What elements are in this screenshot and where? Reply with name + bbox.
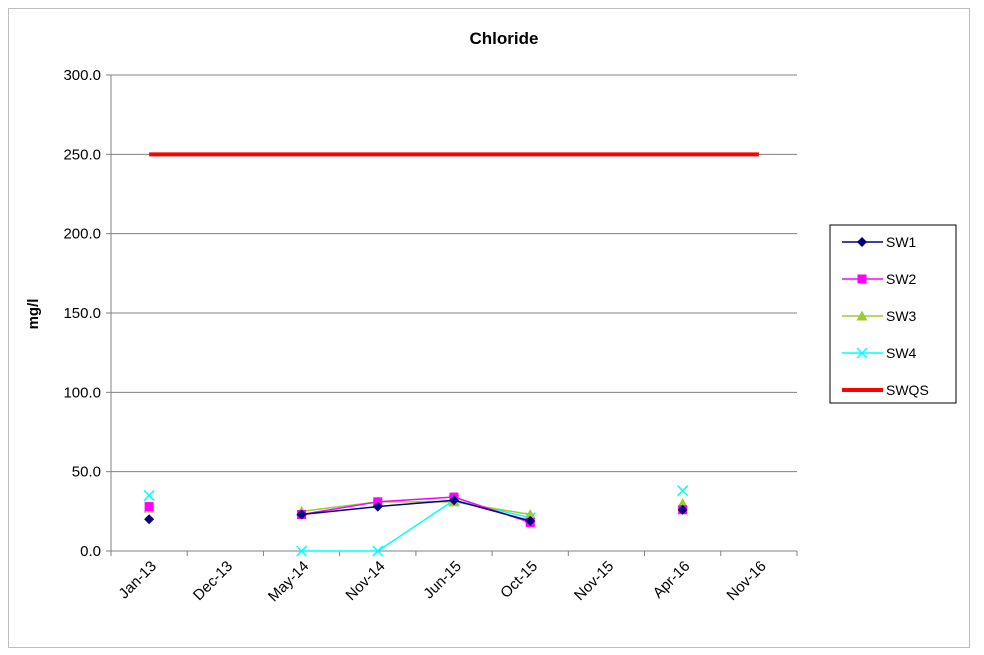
x-tick-label: Nov-14 (342, 558, 388, 604)
legend-label-sw4: SW4 (886, 345, 917, 361)
y-tick-label: 250.0 (63, 146, 101, 163)
y-tick-label: 300.0 (63, 67, 101, 84)
legend-item-swqs: SWQS (842, 382, 929, 398)
y-tick-label: 200.0 (63, 226, 101, 243)
y-tick-label: 50.0 (72, 464, 101, 481)
data-point-sw3 (524, 509, 536, 520)
data-point-sw1 (449, 495, 459, 506)
legend-marker-sw1 (857, 237, 867, 247)
legend-item-sw3: SW3 (842, 308, 917, 324)
data-point-sw4 (296, 545, 308, 557)
marker-stroke (856, 347, 868, 359)
data-point-sw4 (677, 485, 689, 497)
data-point-sw4 (143, 489, 155, 501)
series-line-sw2 (301, 496, 531, 524)
legend-marker-sw4 (856, 347, 868, 359)
series-line-sw3 (301, 501, 531, 516)
chart-title: Chloride (470, 29, 539, 48)
legend-item-sw1: SW1 (842, 234, 917, 250)
x-tick-label: Nov-15 (571, 558, 617, 604)
series-sw1 (144, 495, 688, 526)
legend-label-sw2: SW2 (886, 271, 917, 287)
series (143, 152, 759, 557)
x-tick-label: May-14 (265, 558, 312, 605)
legend: SW1 SW2 SW3 SW4 SWQS (829, 224, 957, 404)
y-tick-label: 0.0 (80, 543, 101, 560)
series-sw2 (144, 492, 688, 527)
marker-stroke (372, 545, 384, 557)
y-tick-label: 100.0 (63, 384, 101, 401)
series-line-sw4 (301, 499, 531, 552)
legend-item-sw2: SW2 (842, 271, 917, 287)
legend-box (829, 224, 957, 404)
series-line-sw1 (301, 499, 531, 522)
x-tick-label: Nov-16 (724, 558, 770, 604)
data-point-sw1 (296, 509, 307, 520)
y-tick-labels: 0.0 50.0 100.0 150.0 200.0 250.0 300.0 (63, 67, 101, 560)
x-tick-labels: Jan-13 Dec-13 May-14 Nov-14 Jun-15 Oct-15 Nov-… (115, 558, 769, 605)
data-point-sw1 (372, 501, 383, 512)
data-point-sw2 (144, 502, 154, 512)
data-point-sw1 (677, 504, 688, 515)
y-axis-title: mg/l (25, 299, 42, 330)
data-point-sw4 (372, 545, 384, 557)
x-tick-label: Jan-13 (115, 558, 159, 602)
legend-marker-sw2 (857, 274, 867, 284)
gridlines (106, 74, 797, 552)
axes (110, 75, 798, 556)
marker-stroke (677, 485, 689, 497)
legend-label-sw3: SW3 (886, 308, 917, 324)
data-point-sw1 (525, 515, 536, 526)
y-tick-label: 150.0 (63, 305, 101, 322)
series-sw4 (143, 485, 689, 557)
legend-marker-sw3 (856, 310, 868, 321)
x-tick-label: Jun-15 (420, 558, 464, 602)
data-point-sw1 (144, 514, 155, 525)
legend-label-swqs: SWQS (886, 382, 929, 398)
x-tick-label: Oct-15 (497, 558, 541, 602)
x-tick-label: Dec-13 (190, 558, 236, 604)
x-tick-label: Apr-16 (650, 558, 694, 602)
marker-stroke (296, 545, 308, 557)
marker-stroke (143, 489, 155, 501)
legend-item-sw4: SW4 (842, 345, 917, 361)
chart-frame (8, 8, 970, 648)
legend-label-sw1: SW1 (886, 234, 917, 250)
